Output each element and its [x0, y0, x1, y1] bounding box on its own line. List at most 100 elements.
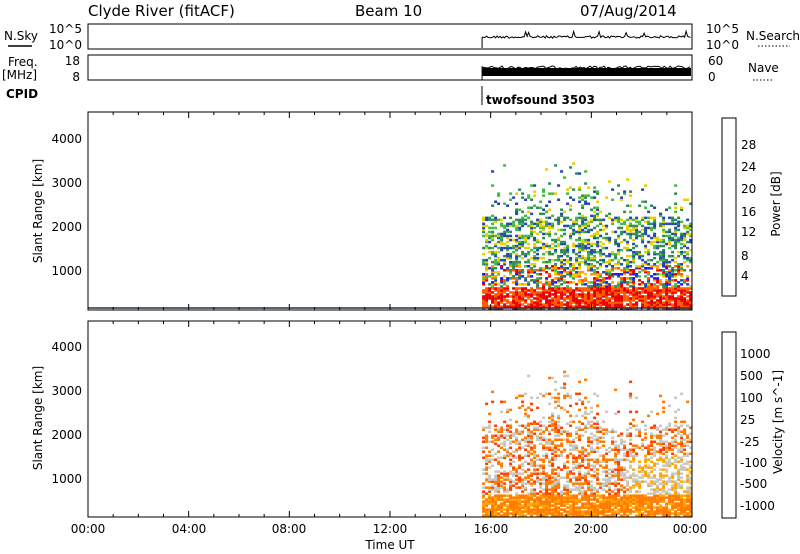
heat-cell — [485, 224, 489, 228]
heat-cell — [560, 426, 564, 429]
heat-cell — [551, 289, 555, 292]
heat-cell — [497, 470, 501, 473]
heat-cell — [680, 267, 684, 270]
heat-cell — [533, 480, 537, 483]
heat-cell — [560, 208, 564, 211]
heat-cell — [644, 514, 648, 517]
heat-cell — [539, 240, 543, 244]
heat-cell — [491, 214, 495, 218]
heat-cell — [611, 494, 615, 497]
heat-cell — [620, 289, 624, 292]
heat-cell — [542, 269, 546, 272]
heat-cell — [539, 490, 543, 493]
heat-cell — [536, 295, 540, 298]
heat-cell — [566, 422, 570, 425]
heat-cell — [659, 244, 663, 248]
heat-cell — [569, 440, 573, 443]
heat-cell — [533, 301, 537, 304]
heat-cell — [650, 434, 654, 437]
heat-cell — [584, 305, 588, 308]
heat-cell — [497, 512, 501, 515]
heat-cell — [593, 422, 597, 425]
heat-cell — [509, 430, 513, 433]
heat-cell — [566, 188, 570, 191]
heat-cell — [551, 462, 555, 465]
heat-cell — [605, 291, 609, 294]
heat-cell — [689, 256, 693, 260]
xtick-0400: 04:00 — [172, 522, 207, 536]
heat-cell — [686, 289, 690, 292]
heat-cell — [500, 224, 504, 228]
heat-cell — [515, 224, 519, 228]
heat-cell — [617, 466, 621, 469]
heat-cell — [512, 460, 516, 463]
heat-cell — [569, 508, 573, 511]
heat-cell — [617, 226, 621, 230]
heat-cell — [569, 504, 573, 507]
heat-cell — [626, 178, 630, 181]
heat-cell — [671, 267, 675, 270]
heat-cell — [548, 224, 552, 228]
header-beam: Beam 10 — [355, 2, 422, 20]
heat-cell — [491, 500, 495, 503]
heat-cell — [485, 297, 489, 300]
heat-cell — [503, 436, 507, 439]
heat-cell — [629, 281, 633, 284]
heat-cell — [506, 244, 510, 248]
heat-cell — [485, 508, 489, 511]
heat-cell — [521, 283, 525, 286]
heat-cell — [608, 508, 612, 511]
heat-cell — [548, 430, 552, 433]
heat-cell — [545, 426, 549, 429]
heat-cell — [485, 438, 489, 441]
heat-cell — [623, 289, 627, 292]
heat-cell — [503, 230, 507, 234]
heat-cell — [569, 224, 573, 228]
heat-cell — [653, 492, 657, 495]
heat-cell — [500, 506, 504, 509]
heat-cell — [680, 456, 684, 459]
heat-cell — [623, 444, 627, 447]
heat-cell — [578, 238, 582, 242]
heat-cell — [677, 496, 681, 499]
heat-cell — [623, 472, 627, 475]
heat-cell — [569, 281, 573, 284]
heat-cell — [524, 444, 528, 447]
heat-cell — [506, 454, 510, 457]
heat-cell — [563, 466, 567, 469]
heat-cell — [566, 289, 570, 292]
heat-cell — [482, 230, 486, 234]
heat-cell — [575, 222, 579, 226]
heat-cell — [533, 289, 537, 292]
heat-cell — [554, 285, 558, 288]
heat-cell — [488, 466, 492, 469]
heat-cell — [578, 224, 582, 228]
heat-cell — [662, 295, 666, 298]
heat-cell — [506, 248, 510, 252]
heat-cell — [491, 454, 495, 457]
heat-cell — [590, 301, 594, 304]
heat-cell — [551, 424, 555, 427]
heat-cell — [674, 492, 678, 495]
heat-cell — [545, 472, 549, 475]
heat-cell — [515, 281, 519, 284]
heat-cell — [497, 450, 501, 453]
heat-cell — [587, 291, 591, 294]
heat-cell — [515, 256, 519, 260]
heat-cell — [629, 236, 633, 240]
heat-cell — [533, 256, 537, 260]
heat-cell — [491, 484, 495, 487]
heat-cell — [551, 504, 555, 507]
heat-cell — [659, 474, 663, 477]
heat-cell — [680, 234, 684, 238]
heat-cell — [509, 440, 513, 443]
heat-cell — [683, 297, 687, 300]
heat-cell — [548, 281, 552, 284]
heat-cell — [536, 514, 540, 517]
heat-cell — [611, 430, 615, 433]
heat-cell — [671, 289, 675, 292]
heat-cell — [650, 242, 654, 246]
heat-cell — [533, 230, 537, 234]
heat-cell — [635, 273, 639, 276]
heat-cell — [506, 301, 510, 304]
